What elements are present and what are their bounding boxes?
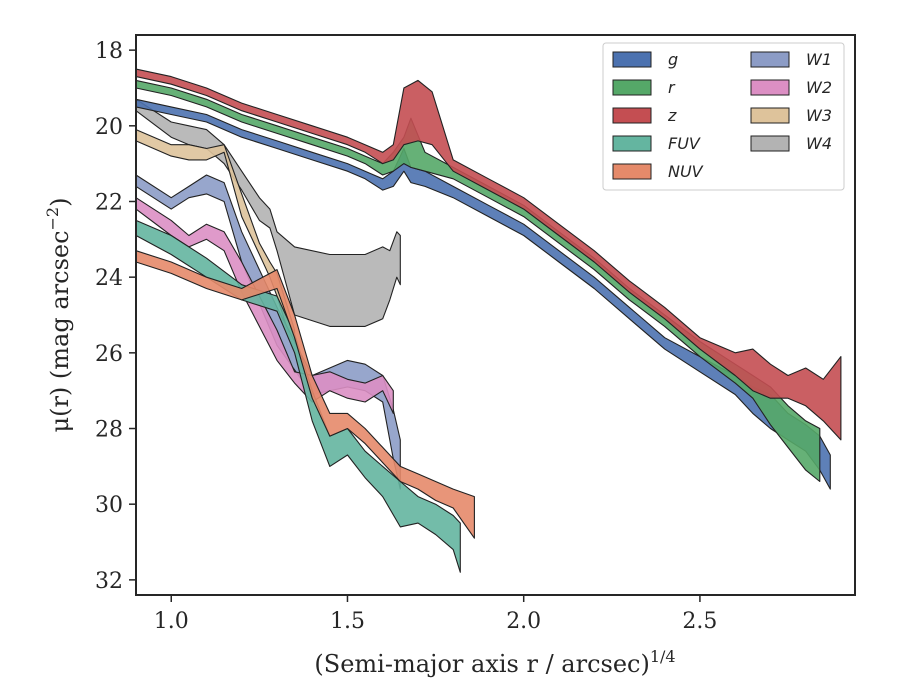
legend-label-w2: W2 [806,78,832,97]
x-tick-label: 2.5 [682,609,717,634]
legend-swatch-w1 [750,51,790,68]
band-nuv [135,250,475,539]
legend-swatch-g [612,51,652,68]
y-tick-label: 20 [95,115,123,140]
legend-label-w1: W1 [806,50,832,69]
x-tick-label: 1.0 [154,609,189,634]
legend: grz FUV NUV W1 W2 W3 W4 [602,42,845,191]
y-tick-label: 26 [95,342,123,367]
legend-label-fuv: FUV [668,134,701,153]
legend-swatch-fuv [612,135,652,152]
y-tick-label: 24 [95,266,123,291]
legend-swatch-z [612,107,652,124]
band-layer [135,68,842,573]
legend-swatch-w3 [750,107,790,124]
y-tick-label: 28 [95,418,123,443]
legend-swatch-w4 [750,135,790,152]
y-tick-label: 22 [95,190,123,215]
x-tick-label: 1.5 [330,609,365,634]
legend-label-z: z [667,106,677,125]
plot-frame [135,34,856,596]
y-tick-label: 30 [95,493,123,518]
legend-label-nuv: NUV [668,162,704,181]
legend-label-w4: W4 [806,134,832,153]
y-tick-label: 18 [95,39,123,64]
x-tick-label: 2.0 [506,609,541,634]
band-w2 [135,197,394,414]
legend-label-w3: W3 [806,106,832,125]
legend-swatch-w2 [750,79,790,96]
x-axis-ticks: 1.0 1.5 2.0 2.5 [154,595,717,634]
legend-label-r: r [668,78,676,97]
legend-label-g: g [668,50,678,69]
x-axis-label: (Semi-major axis r / arcsec)1/4 [314,647,675,678]
legend-swatch-nuv [612,163,652,180]
y-axis-ticks: 18 20 22 24 26 28 30 32 [95,39,136,594]
legend-swatch-r [612,79,652,96]
band-z [135,68,842,441]
y-tick-label: 32 [95,569,123,594]
y-axis-label: μ(r) (mag arcsec−2) [43,198,74,433]
